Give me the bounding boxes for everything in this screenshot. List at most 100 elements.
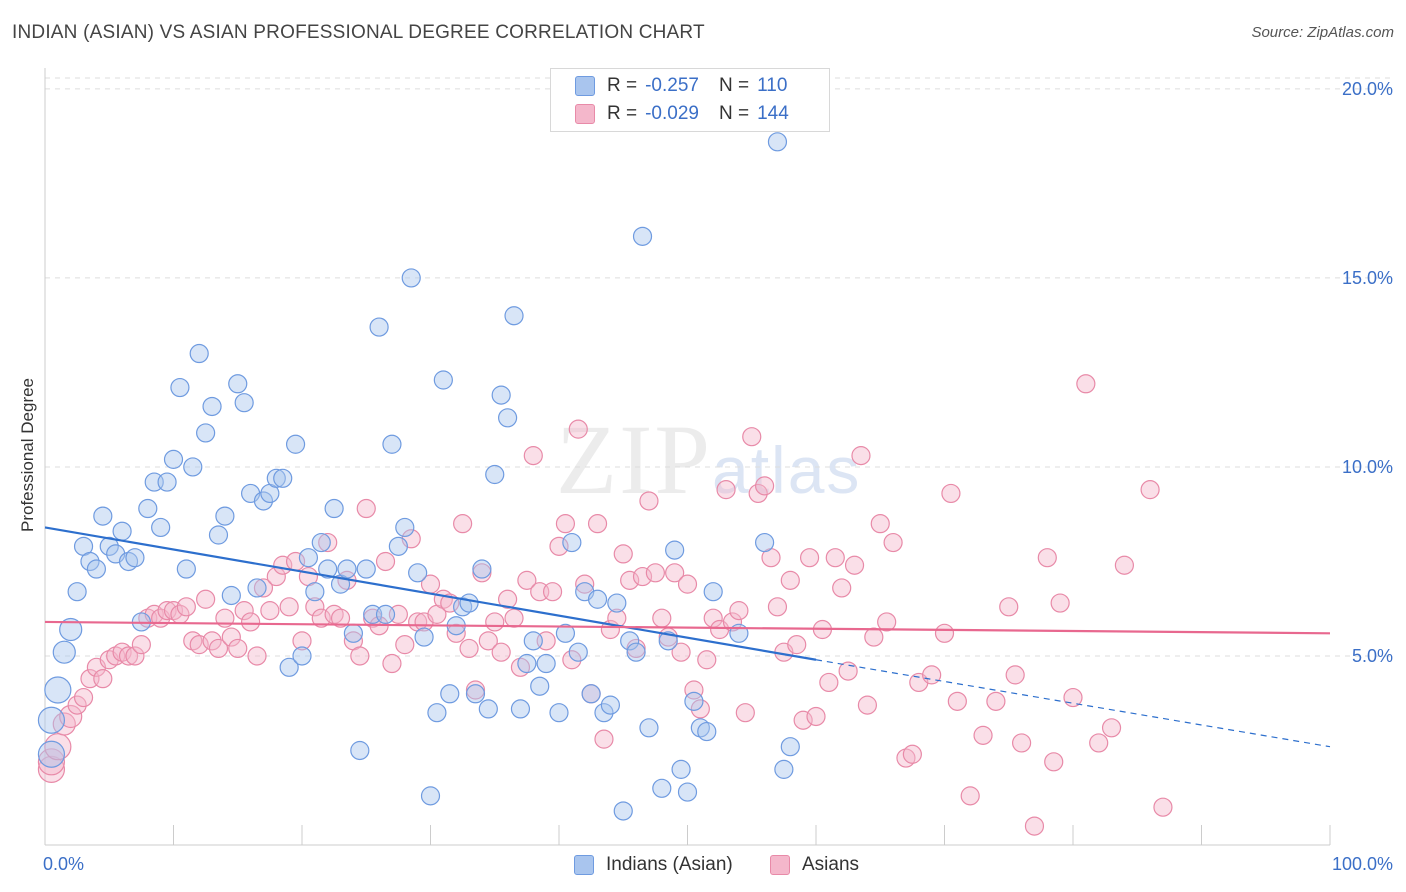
indians-asian-point bbox=[375, 604, 396, 624]
legend-n-value: 144 bbox=[757, 103, 789, 124]
asians-point bbox=[1050, 593, 1070, 613]
indians-asian-point bbox=[305, 582, 325, 602]
asians-point bbox=[844, 555, 865, 575]
indians-asian-point bbox=[67, 582, 87, 602]
indians-asian-point bbox=[684, 691, 704, 711]
indians-asian-point bbox=[498, 408, 518, 428]
indians-asian-point bbox=[562, 532, 582, 553]
asians-point bbox=[318, 532, 338, 553]
indians-asian-point bbox=[401, 268, 421, 288]
indians-asian-point bbox=[523, 631, 543, 651]
indians-asian-point bbox=[369, 317, 389, 337]
bottom-legend-label: Indians (Asian) bbox=[606, 854, 733, 875]
asians-point bbox=[311, 608, 331, 628]
indians-asian-point bbox=[536, 653, 556, 674]
asians-point bbox=[652, 608, 672, 628]
legend-n-value: 110 bbox=[757, 75, 788, 96]
y-tick-label: 5.0% bbox=[1352, 646, 1393, 666]
indians-asian-point bbox=[472, 559, 492, 579]
asians-point bbox=[292, 631, 312, 651]
asians-point bbox=[838, 661, 858, 681]
legend-r-value: -0.257 bbox=[645, 75, 699, 96]
asians-point bbox=[677, 574, 698, 594]
tick-labels: 5.0% 10.0% 15.0% 20.0% 0.0% 100.0% bbox=[43, 79, 1393, 874]
asians-point bbox=[1037, 548, 1057, 568]
asians-point bbox=[864, 627, 884, 647]
indians-asian-point bbox=[510, 699, 531, 719]
indians-asian-point bbox=[774, 759, 794, 779]
asians-point bbox=[118, 646, 139, 666]
asians-point bbox=[568, 419, 588, 439]
bottom-legend-indians-asian: Indians (Asian) bbox=[574, 852, 733, 878]
asians-trend-line bbox=[44, 620, 1331, 635]
asians-point bbox=[1114, 555, 1135, 575]
indians-asian-point bbox=[767, 132, 788, 152]
indians-asian-point bbox=[266, 468, 286, 488]
asians-point bbox=[260, 601, 280, 621]
indians-asian-point bbox=[125, 548, 145, 568]
asians-point bbox=[1044, 752, 1064, 772]
asians-point bbox=[1089, 733, 1109, 753]
indians-asian-point bbox=[298, 548, 319, 568]
indians-asian-point bbox=[356, 559, 376, 579]
indians-asian-point bbox=[632, 226, 653, 246]
bottom-legend-label: Asians bbox=[802, 854, 860, 875]
indians-asian-point bbox=[459, 593, 479, 613]
indians-asian-point bbox=[555, 623, 576, 643]
asians-point bbox=[665, 563, 685, 583]
asians-point bbox=[575, 574, 595, 594]
watermark-zip: ZIP bbox=[556, 404, 712, 515]
indians-asian-point bbox=[626, 642, 646, 662]
asians-point bbox=[491, 642, 511, 662]
grid-lines bbox=[45, 77, 1390, 657]
indians-asian-point bbox=[395, 517, 415, 538]
asians-point bbox=[716, 480, 736, 500]
asians-point bbox=[825, 548, 845, 568]
indians-asian-point bbox=[652, 778, 672, 798]
bottom-swatch-blue bbox=[574, 855, 594, 875]
asians-point bbox=[517, 570, 537, 590]
indians-asian-point bbox=[343, 623, 363, 643]
y-tick-label: 10.0% bbox=[1342, 457, 1393, 477]
asians-point bbox=[523, 446, 543, 466]
indians-asian-point bbox=[215, 506, 235, 526]
legend-n-label: N = bbox=[718, 103, 750, 124]
asians-point bbox=[459, 638, 479, 659]
asians-point bbox=[73, 687, 94, 708]
indians-asian-point bbox=[157, 472, 177, 492]
asians-point bbox=[59, 704, 83, 729]
indians-asian-point bbox=[253, 491, 274, 511]
chart-title: INDIAN (ASIAN) VS ASIAN PROFESSIONAL DEG… bbox=[12, 22, 705, 43]
indians-asian-point bbox=[292, 646, 312, 666]
legend-r-label: R = bbox=[607, 75, 638, 96]
asians-point bbox=[1005, 665, 1025, 685]
indians-asian-point bbox=[427, 703, 447, 723]
indians-asian-point bbox=[86, 559, 107, 579]
legend-swatch-pink bbox=[575, 104, 595, 124]
asians-point bbox=[671, 642, 691, 662]
indians-asian-point bbox=[37, 740, 66, 768]
asians-point bbox=[37, 748, 66, 776]
asians-point bbox=[684, 680, 704, 700]
indians-asian-point bbox=[44, 676, 72, 704]
asians-point bbox=[157, 601, 177, 621]
indians-asian-point bbox=[37, 706, 66, 734]
indians-asian-point bbox=[202, 396, 222, 417]
asians-point bbox=[504, 608, 524, 628]
asians-point bbox=[247, 646, 267, 666]
indians-asian-point bbox=[620, 631, 640, 651]
asians-point bbox=[305, 597, 325, 617]
indians-asian-point bbox=[208, 525, 229, 545]
legend-r-label: R = bbox=[607, 103, 638, 124]
asians-point bbox=[947, 691, 967, 711]
asians-point bbox=[787, 635, 807, 655]
indians-asian-point bbox=[600, 695, 621, 715]
bottom-legend-asians: Asians bbox=[770, 852, 859, 878]
indians-asian-point bbox=[594, 703, 614, 723]
indians-asian-point bbox=[247, 578, 267, 598]
bottom-swatch-pink bbox=[770, 855, 790, 875]
asians-point bbox=[639, 491, 659, 511]
watermark: ZIPatlas bbox=[556, 402, 861, 517]
indians-asian-trend-extension bbox=[815, 659, 1331, 748]
asians-point bbox=[131, 635, 151, 655]
